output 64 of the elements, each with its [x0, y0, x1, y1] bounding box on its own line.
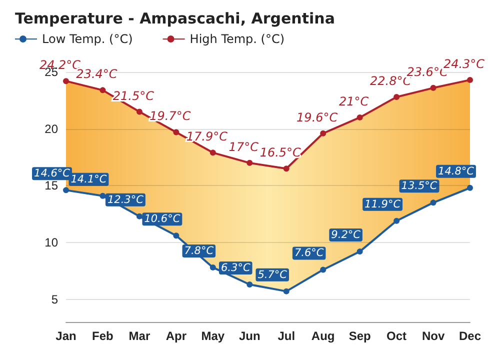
- point: [173, 129, 180, 136]
- legend-label: Low Temp. (°C): [42, 32, 133, 46]
- point: [210, 150, 216, 156]
- point: [394, 94, 400, 100]
- data-label: 17°C: [228, 140, 260, 154]
- data-label: 14.8°C: [438, 165, 475, 178]
- point: [246, 160, 253, 166]
- point: [63, 78, 69, 84]
- point: [100, 87, 106, 94]
- x-tick-label: Jul: [278, 329, 296, 343]
- x-tick-label: Sep: [348, 329, 371, 343]
- data-label: 19.6°C: [296, 110, 338, 124]
- point: [467, 184, 473, 191]
- x-tick-label: Oct: [386, 329, 407, 343]
- legend-label: High Temp. (°C): [190, 32, 285, 46]
- x-tick-label: May: [201, 329, 225, 343]
- x-tick-label: Jun: [238, 329, 260, 343]
- data-label: 16.5°C: [260, 146, 302, 160]
- data-label: 5.7°C: [258, 268, 288, 281]
- x-tick-label: Nov: [422, 329, 445, 343]
- point: [100, 192, 106, 199]
- data-label: 21°C: [338, 94, 370, 108]
- data-label: 24.3°C: [443, 56, 486, 71]
- point: [283, 166, 290, 172]
- point: [320, 266, 326, 273]
- point: [356, 114, 363, 120]
- data-label: 6.3°C: [220, 262, 251, 274]
- point: [356, 248, 363, 255]
- point: [430, 84, 436, 91]
- x-tick-label: Dec: [458, 329, 482, 343]
- x-tick-label: Feb: [92, 329, 114, 343]
- x-tick-label: Jan: [56, 329, 76, 343]
- data-label: 9.2°C: [331, 229, 362, 242]
- data-label: 13.5°C: [401, 180, 438, 192]
- data-label: 14.1°C: [70, 173, 108, 186]
- point: [136, 213, 142, 220]
- data-label: 17.9°C: [186, 130, 228, 144]
- data-label: 19.7°C: [150, 109, 192, 124]
- point: [246, 282, 253, 288]
- point: [210, 264, 216, 270]
- data-label: 7.6°C: [294, 247, 324, 260]
- y-tick-label: 20: [44, 122, 58, 136]
- point: [467, 76, 473, 83]
- point: [320, 130, 326, 136]
- point: [394, 218, 400, 224]
- x-tick-label: Mar: [128, 329, 150, 343]
- data-label: 7.8°C: [184, 244, 214, 257]
- point: [173, 232, 180, 239]
- x-tick-label: Aug: [311, 329, 335, 343]
- point: [430, 200, 436, 206]
- data-label: 23.4°C: [76, 67, 118, 82]
- data-label: 12.3°C: [107, 194, 144, 206]
- data-label: 11.9°C: [364, 198, 402, 210]
- data-label: 10.6°C: [144, 213, 181, 226]
- point: [63, 187, 69, 194]
- point: [283, 288, 290, 294]
- x-tick-label: Apr: [166, 329, 187, 343]
- data-label: 14.6°C: [34, 168, 71, 180]
- chart-title: Temperature - Ampascachi, Argentina: [15, 10, 335, 28]
- y-tick-label: 15: [44, 178, 58, 193]
- data-label: 21.5°C: [112, 88, 155, 103]
- y-tick-label: 10: [44, 235, 58, 250]
- y-tick-label: 5: [51, 292, 58, 306]
- point: [136, 108, 142, 115]
